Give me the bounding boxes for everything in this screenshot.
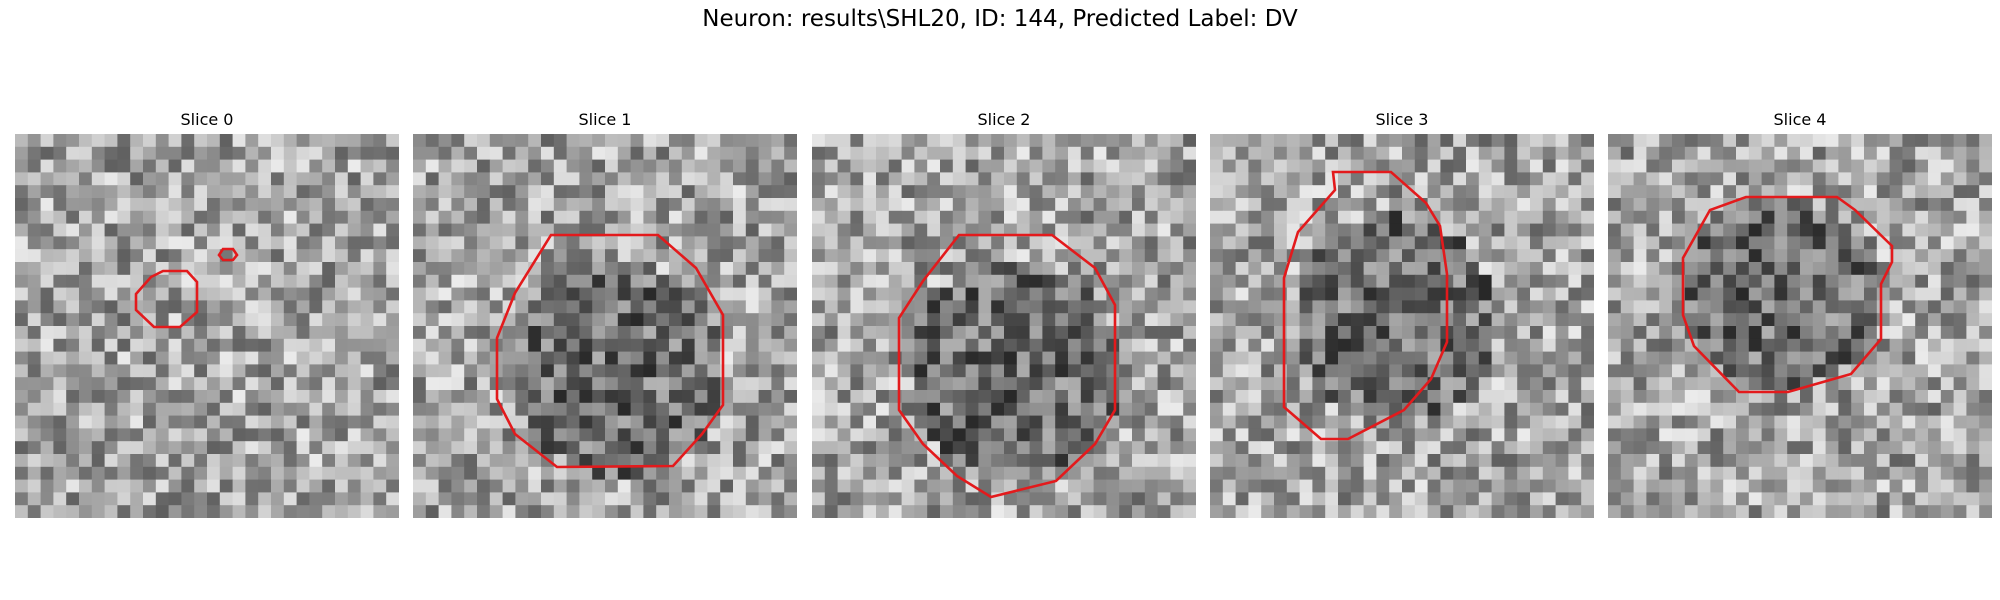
- slice-image: [812, 134, 1196, 518]
- slice-title: Slice 0: [180, 110, 234, 129]
- slice-image: [1210, 134, 1594, 518]
- roi-contour: [495, 233, 725, 469]
- slice-title: Slice 3: [1375, 110, 1429, 129]
- roi-contour: [1282, 170, 1449, 441]
- roi-contour: [134, 269, 199, 329]
- roi-contour: [217, 247, 239, 262]
- slice-title: Slice 1: [578, 110, 632, 129]
- slice-title: Slice 4: [1773, 110, 1827, 129]
- slice-image: [15, 134, 399, 518]
- roi-contour: [897, 233, 1117, 499]
- slice-image: [1608, 134, 1992, 518]
- slice-title: Slice 2: [977, 110, 1031, 129]
- roi-contour: [1681, 195, 1894, 394]
- slice-image: [413, 134, 797, 518]
- figure-title: Neuron: results\SHL20, ID: 144, Predicte…: [702, 6, 1298, 32]
